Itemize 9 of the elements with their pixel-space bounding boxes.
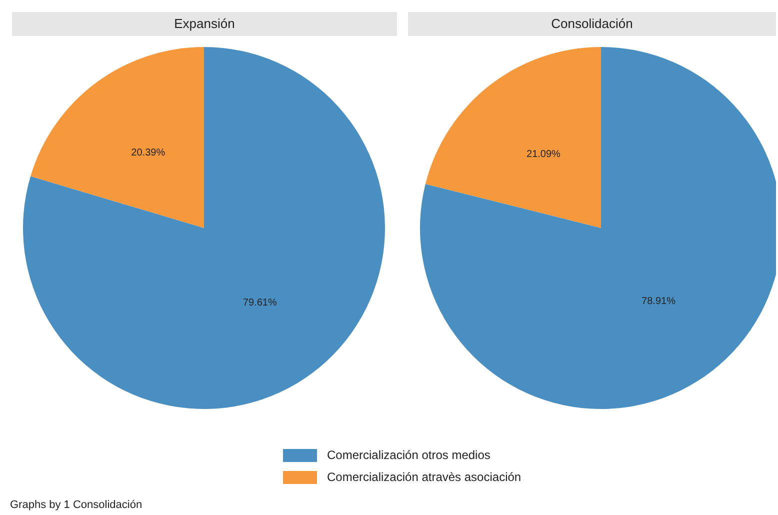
data-label: 78.91%: [642, 296, 676, 308]
data-label: 20.39%: [131, 148, 166, 159]
legend-label: Comercialización otros medios: [327, 448, 490, 462]
legend-label: Comercialización atravès asociación: [327, 470, 522, 484]
data-label: 21.09%: [526, 148, 561, 160]
data-label: 79.61%: [242, 297, 277, 308]
text: Graphs by 1 Consolidación: [10, 499, 142, 511]
chart-title: Expansión: [12, 12, 397, 36]
chart-title: Consolidación: [408, 12, 776, 36]
